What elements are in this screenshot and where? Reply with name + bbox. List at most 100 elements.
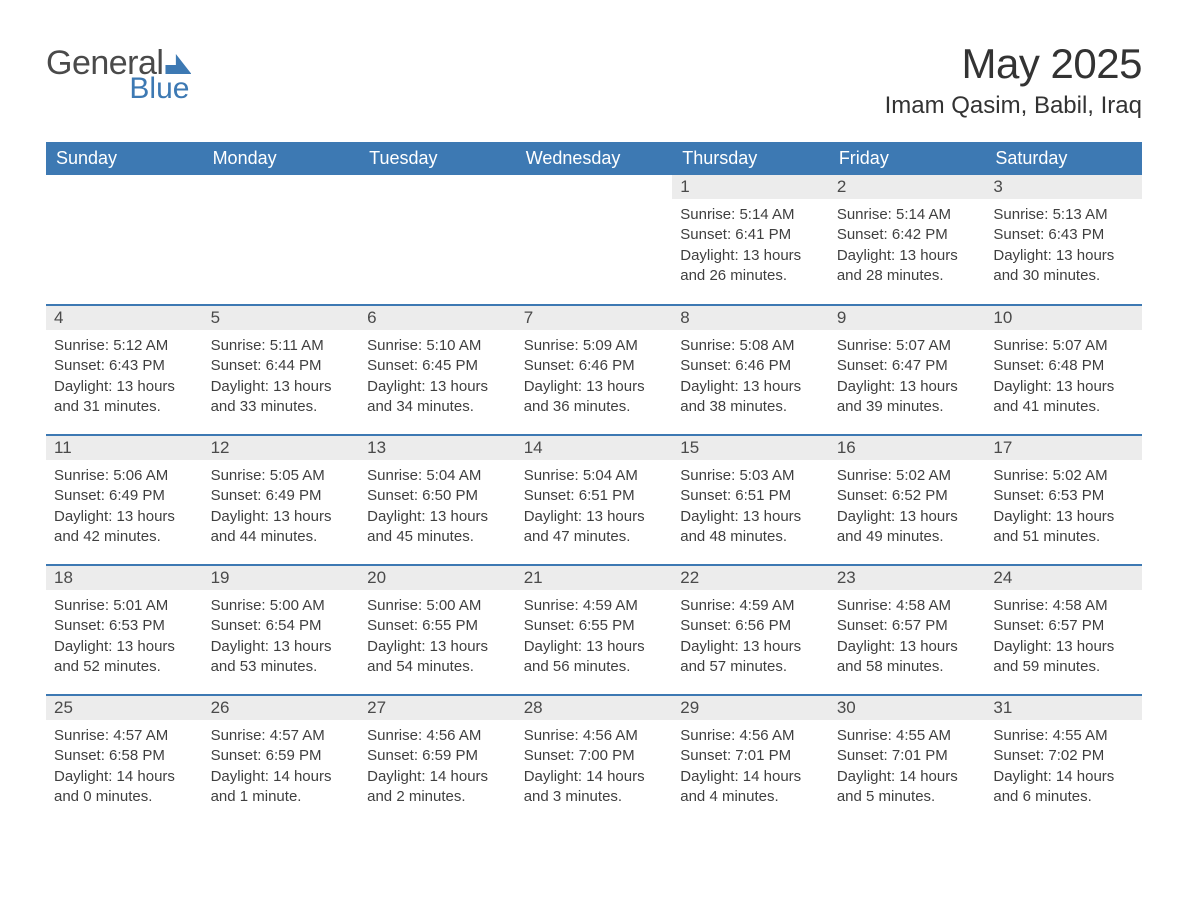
day-number: 10 [985, 306, 1142, 330]
sunrise-line: Sunrise: 4:58 AM [993, 596, 1134, 616]
sunrise-label: Sunrise [367, 337, 418, 354]
sunrise-line: Sunrise: 4:59 AM [680, 596, 821, 616]
day-details: Sunrise: 4:57 AMSunset: 6:58 PMDaylight:… [46, 720, 203, 811]
weekday-header: Tuesday [359, 142, 516, 175]
sunrise-line: Sunrise: 4:57 AM [211, 726, 352, 746]
sunrise-label: Sunrise [993, 206, 1044, 223]
sunset-label: Sunset [54, 487, 101, 504]
sunrise-label: Sunrise [524, 727, 575, 744]
sunset-line: Sunset: 6:42 PM [837, 225, 978, 245]
sunset-line: Sunset: 6:51 PM [680, 486, 821, 506]
sunset-label: Sunset [367, 357, 414, 374]
calendar-cell: 14Sunrise: 5:04 AMSunset: 6:51 PMDayligh… [516, 435, 673, 565]
day-number: 5 [203, 306, 360, 330]
day-details: Sunrise: 5:00 AMSunset: 6:54 PMDaylight:… [203, 590, 360, 681]
calendar-cell: 16Sunrise: 5:02 AMSunset: 6:52 PMDayligh… [829, 435, 986, 565]
calendar-cell: 27Sunrise: 4:56 AMSunset: 6:59 PMDayligh… [359, 695, 516, 825]
daylight-line: Daylight: 13 hours and 38 minutes. [680, 377, 821, 418]
sunset-line: Sunset: 6:44 PM [211, 356, 352, 376]
daylight-label: Daylight [680, 768, 734, 785]
sunrise-value: 5:11 AM [270, 337, 324, 354]
sunrise-label: Sunrise [680, 337, 731, 354]
daylight-line: Daylight: 13 hours and 33 minutes. [211, 377, 352, 418]
sunset-value: 6:48 PM [1048, 357, 1104, 374]
sunrise-value: 5:04 AM [426, 467, 481, 484]
calendar-cell: 22Sunrise: 4:59 AMSunset: 6:56 PMDayligh… [672, 565, 829, 695]
daylight-line: Daylight: 13 hours and 41 minutes. [993, 377, 1134, 418]
daylight-line: Daylight: 13 hours and 56 minutes. [524, 637, 665, 678]
sunrise-label: Sunrise [211, 337, 262, 354]
page-subtitle: Imam Qasim, Babil, Iraq [885, 92, 1142, 120]
sunrise-label: Sunrise [837, 727, 888, 744]
sunset-value: 6:59 PM [422, 747, 478, 764]
daylight-line: Daylight: 13 hours and 47 minutes. [524, 507, 665, 548]
calendar-cell: 2Sunrise: 5:14 AMSunset: 6:42 PMDaylight… [829, 175, 986, 305]
daylight-label: Daylight [54, 638, 108, 655]
daylight-line: Daylight: 13 hours and 28 minutes. [837, 246, 978, 287]
sunset-value: 6:57 PM [892, 617, 948, 634]
sunset-value: 6:53 PM [1048, 487, 1104, 504]
day-number: 18 [46, 566, 203, 590]
day-details: Sunrise: 5:08 AMSunset: 6:46 PMDaylight:… [672, 330, 829, 421]
daylight-line: Daylight: 14 hours and 3 minutes. [524, 767, 665, 808]
sunset-line: Sunset: 7:00 PM [524, 746, 665, 766]
calendar-body: 1Sunrise: 5:14 AMSunset: 6:41 PMDaylight… [46, 175, 1142, 825]
daylight-line: Daylight: 14 hours and 5 minutes. [837, 767, 978, 808]
daylight-label: Daylight [211, 508, 265, 525]
daylight-line: Daylight: 13 hours and 54 minutes. [367, 637, 508, 678]
daylight-line: Daylight: 13 hours and 53 minutes. [211, 637, 352, 678]
day-number: 17 [985, 436, 1142, 460]
sunset-line: Sunset: 6:49 PM [54, 486, 195, 506]
daylight-line: Daylight: 13 hours and 39 minutes. [837, 377, 978, 418]
day-details: Sunrise: 5:14 AMSunset: 6:42 PMDaylight:… [829, 199, 986, 290]
sunset-label: Sunset [367, 487, 414, 504]
daylight-label: Daylight [367, 638, 421, 655]
sunset-value: 6:50 PM [422, 487, 478, 504]
daylight-label: Daylight [993, 378, 1047, 395]
sunrise-label: Sunrise [993, 597, 1044, 614]
sunrise-line: Sunrise: 5:08 AM [680, 336, 821, 356]
sunset-value: 6:53 PM [109, 617, 165, 634]
day-number: 20 [359, 566, 516, 590]
sunset-label: Sunset [211, 617, 258, 634]
calendar-cell: 19Sunrise: 5:00 AMSunset: 6:54 PMDayligh… [203, 565, 360, 695]
day-number: 1 [672, 175, 829, 199]
daylight-label: Daylight [837, 768, 891, 785]
calendar-cell: 21Sunrise: 4:59 AMSunset: 6:55 PMDayligh… [516, 565, 673, 695]
day-number: 31 [985, 696, 1142, 720]
weekday-header: Monday [203, 142, 360, 175]
sunrise-value: 5:03 AM [739, 467, 794, 484]
sunrise-label: Sunrise [367, 727, 418, 744]
sunset-line: Sunset: 6:52 PM [837, 486, 978, 506]
calendar-cell: 9Sunrise: 5:07 AMSunset: 6:47 PMDaylight… [829, 305, 986, 435]
sunrise-label: Sunrise [993, 727, 1044, 744]
sunset-line: Sunset: 6:54 PM [211, 616, 352, 636]
sunrise-value: 5:12 AM [113, 337, 168, 354]
daylight-line: Daylight: 13 hours and 42 minutes. [54, 507, 195, 548]
daylight-label: Daylight [837, 378, 891, 395]
sunset-value: 7:01 PM [735, 747, 791, 764]
sunrise-line: Sunrise: 4:57 AM [54, 726, 195, 746]
day-number: 8 [672, 306, 829, 330]
day-number: 30 [829, 696, 986, 720]
sunrise-line: Sunrise: 5:00 AM [211, 596, 352, 616]
day-details: Sunrise: 4:58 AMSunset: 6:57 PMDaylight:… [829, 590, 986, 681]
sunset-value: 6:46 PM [735, 357, 791, 374]
sunrise-line: Sunrise: 5:02 AM [993, 466, 1134, 486]
calendar-cell-empty [359, 175, 516, 305]
daylight-label: Daylight [993, 508, 1047, 525]
sunrise-value: 5:00 AM [270, 597, 325, 614]
daylight-line: Daylight: 13 hours and 59 minutes. [993, 637, 1134, 678]
day-number: 4 [46, 306, 203, 330]
sunrise-line: Sunrise: 5:00 AM [367, 596, 508, 616]
day-number: 15 [672, 436, 829, 460]
sunset-label: Sunset [680, 357, 727, 374]
daylight-line: Daylight: 13 hours and 26 minutes. [680, 246, 821, 287]
daylight-line: Daylight: 13 hours and 49 minutes. [837, 507, 978, 548]
day-details: Sunrise: 5:07 AMSunset: 6:47 PMDaylight:… [829, 330, 986, 421]
daylight-label: Daylight [680, 638, 734, 655]
day-details: Sunrise: 5:02 AMSunset: 6:53 PMDaylight:… [985, 460, 1142, 551]
sunrise-line: Sunrise: 4:55 AM [993, 726, 1134, 746]
sunrise-label: Sunrise [680, 467, 731, 484]
sunrise-label: Sunrise [680, 597, 731, 614]
